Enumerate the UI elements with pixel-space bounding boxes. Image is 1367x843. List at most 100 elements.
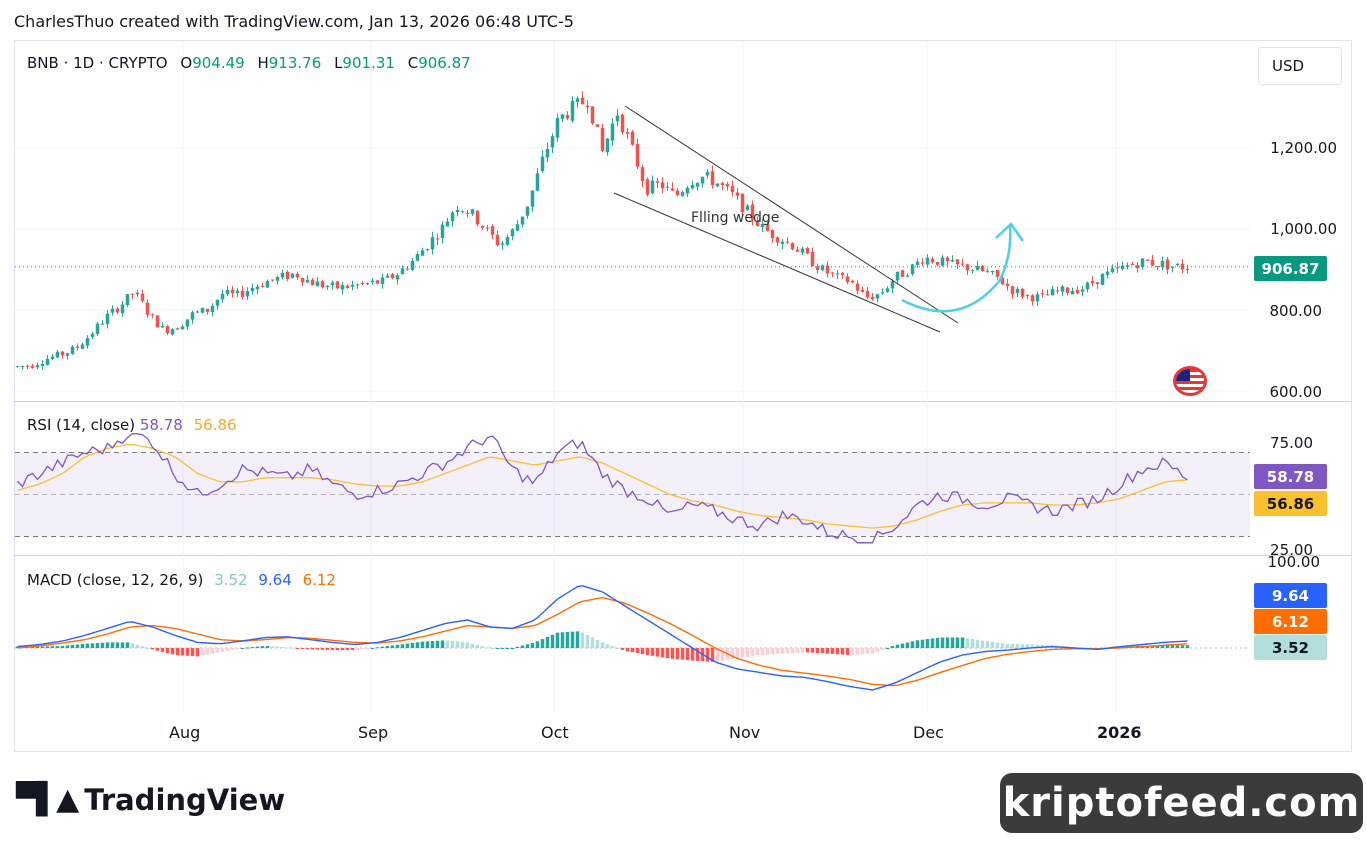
candle-body (220, 293, 225, 300)
candle-body (105, 313, 110, 325)
macd-hist-bar (480, 646, 485, 648)
candle-body (605, 138, 610, 153)
candle-body (405, 268, 410, 270)
macd-hist-bar (70, 644, 75, 648)
candle-body (350, 284, 355, 287)
macd-hist-bar (1165, 645, 1170, 648)
macd-hist-bar (760, 648, 765, 655)
macd-hist-bar (895, 644, 900, 648)
candle-body (830, 272, 835, 274)
macd-hist-bar (260, 646, 265, 648)
candle-body (420, 250, 425, 256)
candle-body (170, 329, 175, 335)
macd-hist-bar (960, 637, 965, 648)
macd-hist-bar (1020, 644, 1025, 648)
macd-hist-bar (445, 640, 450, 648)
candle-body (940, 257, 945, 266)
macd-hist-bar (455, 641, 460, 648)
us-flag-icon[interactable] (1173, 366, 1207, 396)
candle-body (380, 277, 385, 284)
candle-body (270, 279, 275, 281)
candle-body (95, 323, 100, 334)
candle-body (965, 264, 970, 271)
wedge-upper-line (624, 105, 959, 324)
xtick-nov: Nov (729, 723, 761, 742)
candle-body (50, 356, 55, 360)
signal-value-badge: 6.12 (1254, 609, 1327, 634)
candle-body (395, 275, 400, 280)
currency-button[interactable]: USD (1258, 47, 1342, 85)
candle-body (30, 365, 35, 368)
macd-hist-bar (1155, 645, 1160, 648)
macd-hist-bar (1180, 645, 1185, 648)
candle-body (980, 266, 985, 272)
candle-body (955, 259, 960, 265)
candle-body (800, 248, 805, 253)
candle-body (790, 242, 795, 250)
symbol-label[interactable]: BNB · 1D · CRYPTO (27, 54, 168, 72)
macd-hist-bar (695, 648, 700, 661)
macd-signal-line (17, 596, 1188, 687)
pane-divider-rsi[interactable] (14, 401, 1352, 402)
candle-body (195, 311, 200, 313)
macd-hist-bar (1030, 644, 1035, 648)
candle-body (960, 263, 965, 265)
macd-hist-bar (190, 648, 195, 657)
candle-body (375, 280, 380, 284)
macd-hist-bar (950, 637, 955, 648)
macd-hist-bar (285, 647, 290, 649)
candle-body (730, 186, 735, 193)
macd-hist-bar (460, 641, 465, 648)
high-value: 913.76 (268, 54, 322, 72)
macd-hist-bar (120, 642, 125, 648)
macd-hist-bar (45, 646, 50, 648)
candle-body (275, 276, 280, 281)
candle-body (650, 180, 655, 194)
macd-hist-bar (800, 648, 805, 653)
macd-hist-bar (920, 639, 925, 648)
macd-hist-bar (785, 648, 790, 654)
macd-hist-bar (655, 648, 660, 657)
macd-hist-bar (720, 648, 725, 661)
candle-body (685, 187, 690, 194)
macd-hist-bar (665, 648, 670, 659)
macd-hist-bar (510, 648, 515, 649)
pane-divider-macd[interactable] (14, 555, 1352, 556)
macd-hist-bar (780, 648, 785, 654)
candle-body (625, 132, 630, 134)
candle-body (215, 299, 220, 306)
price-ytick-1200: 1,200.00 (1270, 139, 1337, 157)
macd-hist-bar (605, 644, 610, 648)
candle-body (305, 279, 310, 283)
candle-body (315, 281, 320, 287)
price-ytick-1000: 1,000.00 (1270, 220, 1337, 238)
candle-body (465, 212, 470, 214)
macd-hist-bar (345, 648, 350, 651)
candle-body (840, 272, 845, 275)
macd-hist-bar (360, 648, 365, 650)
candle-body (540, 156, 545, 172)
macd-hist-bar (1185, 645, 1190, 648)
macd-title[interactable]: MACD (close, 12, 26, 9) (27, 571, 204, 589)
macd-hist-bar (505, 648, 510, 649)
candle-body (505, 237, 510, 245)
macd-hist-bar (585, 634, 590, 648)
wedge-label: Flling wedge (691, 210, 779, 226)
macd-hist-bar (1150, 645, 1155, 648)
candle-body (450, 212, 455, 222)
candle-body (1095, 282, 1100, 284)
tradingview-logo-icon: ▀▌▲ (16, 782, 79, 817)
candle-body (235, 290, 240, 294)
tradingview-logo[interactable]: ▀▌▲ TradingView (16, 782, 285, 817)
candle-body (300, 277, 305, 283)
candle-body (1065, 287, 1070, 293)
candle-body (345, 285, 350, 289)
rsi-title[interactable]: RSI (14, close) (27, 416, 136, 434)
macd-hist-bar (620, 648, 625, 650)
macd-hist-bar (850, 648, 855, 655)
macd-hist-bar (555, 632, 560, 648)
macd-hist-bar (50, 646, 55, 648)
macd-hist-bar (560, 632, 565, 648)
candle-body (295, 273, 300, 278)
